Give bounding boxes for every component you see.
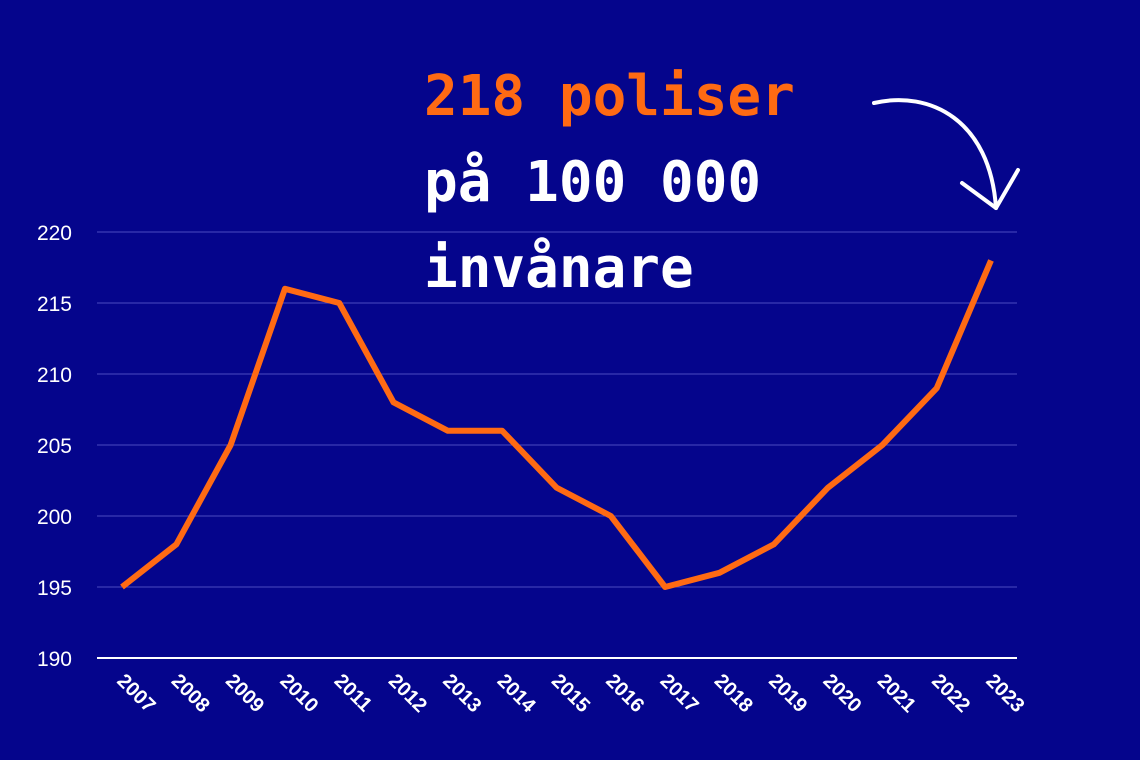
x-tick-label: 2019 xyxy=(764,670,811,717)
x-tick-label: 2021 xyxy=(873,670,920,717)
y-tick-label: 195 xyxy=(37,577,72,600)
x-tick-label: 2013 xyxy=(438,670,485,717)
annotation: invånare xyxy=(424,236,694,301)
y-tick-label: 200 xyxy=(37,506,72,529)
y-tick-label: 220 xyxy=(37,222,72,245)
x-tick-label: 2018 xyxy=(710,670,757,717)
x-tick-label: 2011 xyxy=(330,670,376,716)
arrow xyxy=(872,98,998,210)
x-tick-label: 2015 xyxy=(547,670,594,717)
line xyxy=(120,259,994,590)
y-tick-label: 215 xyxy=(37,293,72,316)
y-tick-label: 205 xyxy=(37,435,72,458)
x-tick-label: 2007 xyxy=(112,670,159,717)
x-tick-label: 2016 xyxy=(601,670,648,717)
annotation: 218 poliser xyxy=(424,64,795,129)
x-tick-label: 2020 xyxy=(819,670,866,717)
x-tick-label: 2009 xyxy=(221,670,268,717)
x-tick-label: 2008 xyxy=(167,670,214,717)
x-tick-label: 2023 xyxy=(981,670,1028,717)
x-tick-label: 2014 xyxy=(493,670,541,718)
arrow-head xyxy=(960,168,1020,210)
y-tick-label: 210 xyxy=(37,364,72,387)
annotation: på 100 000 xyxy=(424,150,761,215)
x-tick-label: 2010 xyxy=(275,670,322,717)
x-tick-label: 2022 xyxy=(927,670,974,717)
y-tick-label: 190 xyxy=(37,648,72,671)
x-tick-label: 2012 xyxy=(384,670,431,717)
x-tick-label: 2017 xyxy=(656,670,703,717)
